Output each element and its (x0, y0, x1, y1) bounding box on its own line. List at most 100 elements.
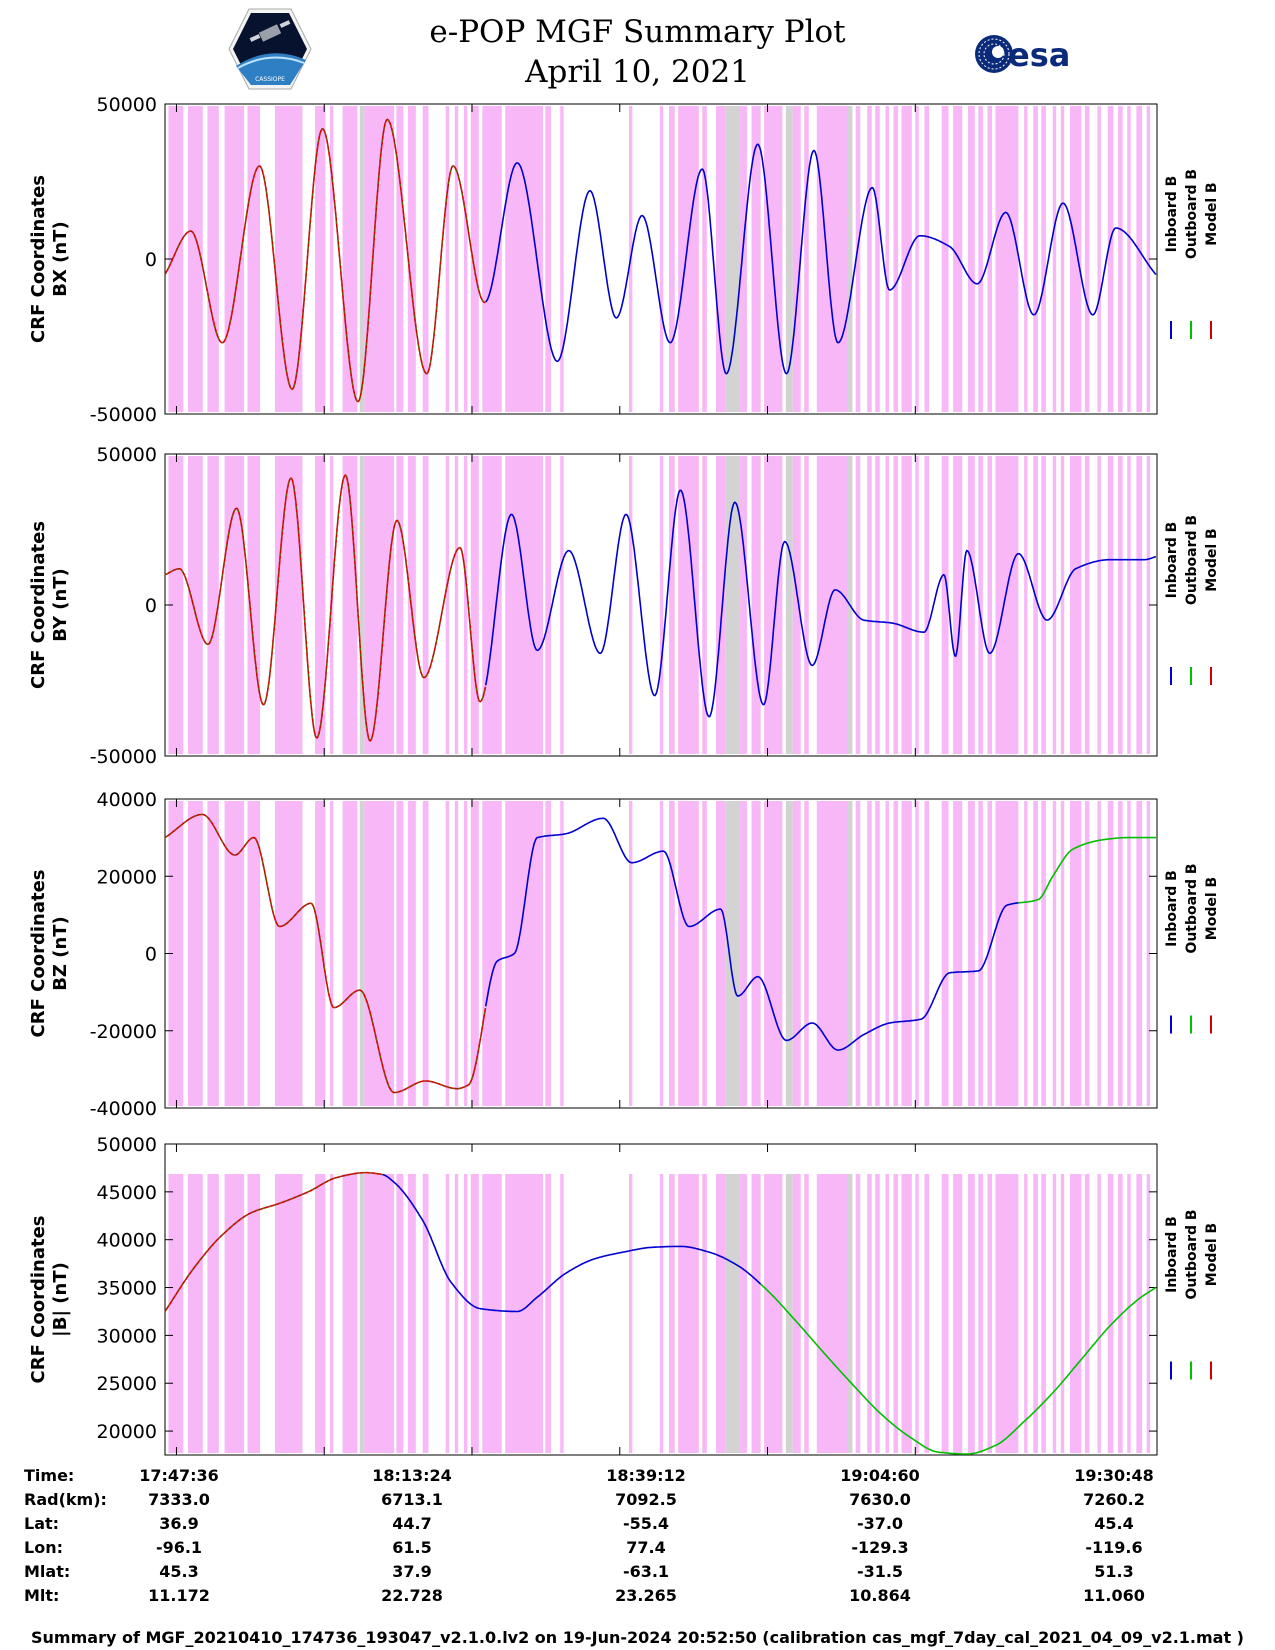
flag-band (1127, 456, 1131, 754)
flag-band (1024, 106, 1028, 412)
flag-band (224, 801, 245, 1106)
y-tick-label: 0 (145, 595, 157, 617)
flag-band (995, 1174, 1019, 1453)
flag-band (915, 801, 919, 1106)
flag-band (740, 456, 747, 754)
y-axis-label-units: |B| (nT) (50, 1262, 71, 1337)
flag-band (867, 456, 872, 754)
flag-band (1136, 106, 1143, 412)
flag-band (396, 801, 404, 1106)
info-label-mlt: Mlt: (24, 1586, 60, 1605)
flag-band (915, 456, 919, 754)
flag-band (1033, 801, 1038, 1106)
flag-band (1127, 106, 1131, 412)
flag-band (855, 801, 861, 1106)
page-date: April 10, 2021 (525, 54, 750, 90)
info-time-1: 17:47:36 (139, 1466, 219, 1485)
info-lon-5: -119.6 (1085, 1538, 1143, 1557)
flag-band (678, 106, 699, 412)
flag-band (659, 456, 664, 754)
series-line-inboard (484, 489, 1157, 718)
y-tick-label: -50000 (90, 404, 157, 426)
flag-band (407, 1174, 416, 1453)
flag-band (1033, 456, 1038, 754)
header: e-POP MGF Summary Plot April 10, 2021 CA… (0, 0, 1275, 100)
flag-band (207, 106, 219, 412)
flag-band (396, 456, 404, 754)
flag-band (1060, 456, 1065, 754)
flag-band (1069, 801, 1082, 1106)
plot-frame (164, 1143, 1158, 1456)
info-rad-2: 6713.1 (381, 1490, 443, 1509)
flag-band (1041, 456, 1046, 754)
panel-4: 20000 25000 30000 35000 40000 45000 50000 CRF C… (28, 1134, 1220, 1456)
flag-band (1146, 1174, 1151, 1453)
flag-band (329, 801, 334, 1106)
y-tick-label: 45000 (97, 1182, 157, 1204)
flag-band (941, 1174, 949, 1453)
flag-band (792, 1174, 801, 1453)
flag-band (505, 1174, 544, 1453)
flag-band (901, 1174, 912, 1453)
info-time-2: 18:13:24 (372, 1466, 452, 1485)
flag-band (168, 456, 184, 754)
flag-band (1118, 106, 1123, 412)
y-tick-label: 0 (145, 944, 157, 966)
flag-band (669, 801, 675, 1106)
legend-label-model: Model B (1204, 528, 1220, 591)
flag-band (792, 801, 801, 1106)
flag-band (678, 1174, 699, 1453)
flag-band (875, 106, 880, 412)
y-axis-label: CRF Coordinates (28, 1216, 49, 1384)
flag-band (454, 106, 459, 412)
series-line-outboard-overlap (164, 814, 486, 1093)
flag-band-gray (785, 801, 793, 1106)
flag-band (924, 1174, 930, 1453)
flag-band (1136, 801, 1143, 1106)
flag-band (995, 801, 1019, 1106)
flag-band (1052, 801, 1057, 1106)
flag-band (463, 1174, 468, 1453)
flag-band (764, 456, 783, 754)
flag-band (924, 106, 930, 412)
panel-1: -50000 0 50000 CRF Coordinates BX (nT) Inboar… (28, 94, 1220, 426)
info-rad-3: 7092.5 (615, 1490, 677, 1509)
flag-band-gray (359, 456, 365, 754)
flag-band (364, 801, 395, 1106)
flag-band (207, 801, 219, 1106)
flag-band (678, 456, 699, 754)
legend-label-outboard: Outboard B (1184, 169, 1200, 259)
flag-band (804, 456, 809, 754)
summary-plot: -50000 0 50000 CRF Coordinates BX (nT) Inboar… (28, 94, 1220, 1456)
flag-band (187, 456, 203, 754)
flag-band (1127, 1174, 1131, 1453)
esa-logo-text: esa (1008, 36, 1070, 74)
flag-band (364, 1174, 395, 1453)
flag-band-gray (847, 106, 853, 412)
flag-band (941, 106, 949, 412)
flag-band (715, 106, 726, 412)
flag-band (482, 106, 502, 412)
esa-logo: esa (975, 35, 1070, 74)
flag-band (1033, 1174, 1038, 1453)
flag-band (247, 106, 261, 412)
y-axis-label-units: BX (nT) (50, 221, 71, 296)
y-tick-label: 25000 (97, 1373, 157, 1395)
flag-band (764, 106, 783, 412)
flag-band (1107, 801, 1114, 1106)
flag-band (751, 106, 761, 412)
flag-band (1069, 456, 1082, 754)
info-mlat-3: -63.1 (622, 1562, 670, 1581)
flag-band (315, 106, 326, 412)
flag-band (315, 1174, 326, 1453)
info-mlt-1: 11.172 (148, 1586, 210, 1605)
y-tick-label: 50000 (97, 444, 157, 466)
flag-band (482, 1174, 502, 1453)
flag-band (1118, 1174, 1123, 1453)
flag-band (463, 456, 468, 754)
flag-band (396, 1174, 404, 1453)
flag-band (885, 106, 889, 412)
legend-label-inboard: Inboard B (1164, 522, 1180, 599)
info-rad-4: 7630.0 (849, 1490, 911, 1509)
info-mlt-3: 23.265 (615, 1586, 677, 1605)
